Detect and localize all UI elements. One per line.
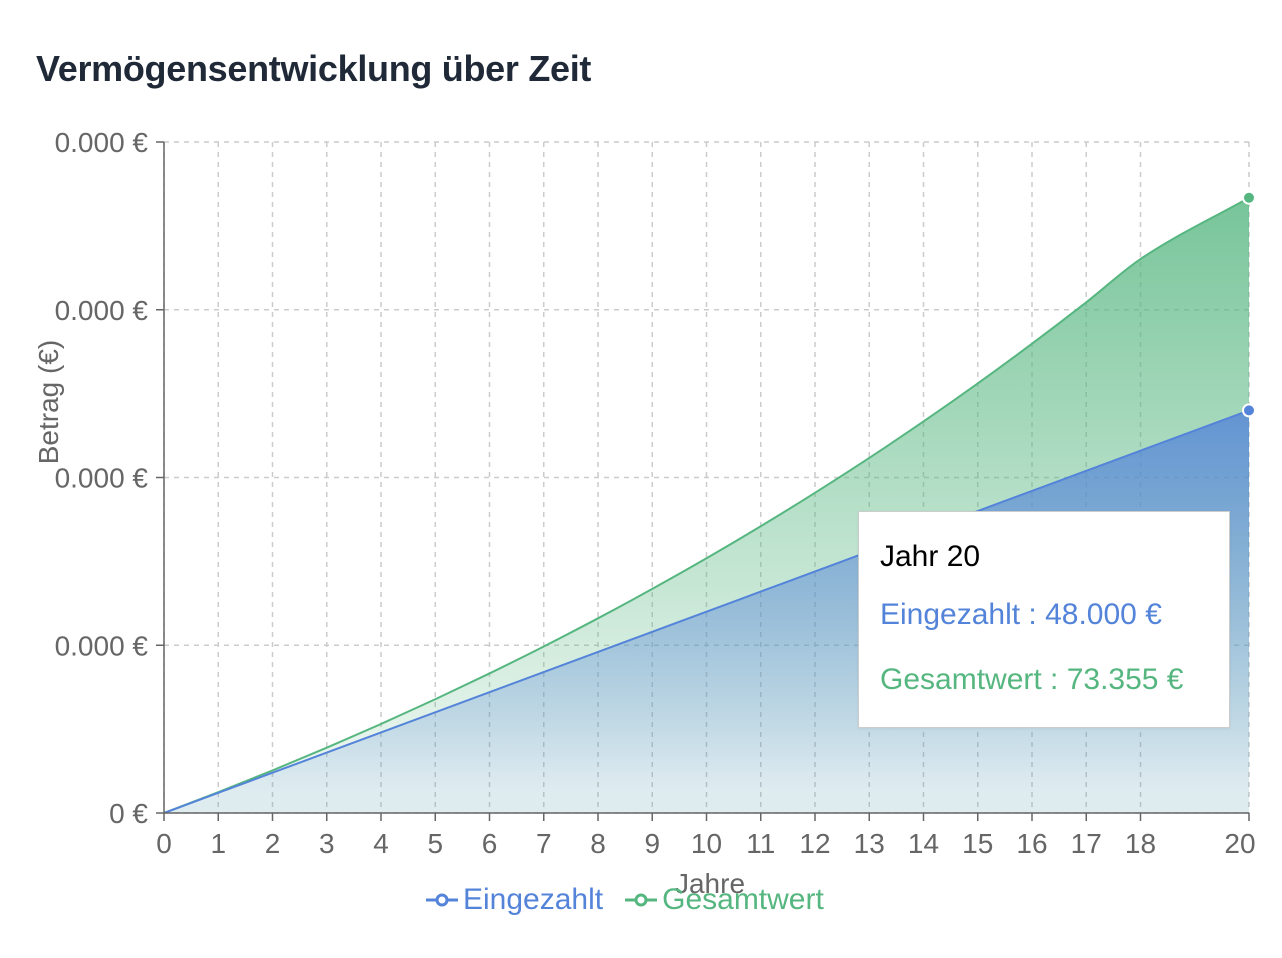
x-tick-label: 6 [482, 828, 498, 859]
x-tick-label: 12 [799, 828, 830, 859]
x-tick-label: 18 [1125, 828, 1156, 859]
area-line-eingezahlt [163, 409, 1250, 814]
line-marker-icon [426, 893, 458, 907]
legend-label-eingezahlt: Eingezahlt [463, 883, 604, 916]
y-tick-label: 0.000 € [55, 463, 149, 494]
x-tick-label: 4 [373, 828, 389, 859]
tooltip-eingezahlt: Eingezahlt : 48.000 € [880, 598, 1162, 631]
active-dots [1242, 190, 1256, 418]
y-axis-label: Betrag (€) [33, 340, 64, 465]
x-tick-label: 0 [156, 828, 172, 859]
x-tick-label: 15 [962, 828, 993, 859]
x-tick-label: 8 [590, 828, 606, 859]
x-tick-label: 14 [908, 828, 939, 859]
y-tick-label: 0.000 € [55, 127, 149, 158]
tooltip-label: Jahr 20 [880, 540, 981, 573]
active-dot-gesamtwert [1242, 190, 1256, 205]
x-tick-label: 3 [319, 828, 335, 859]
chart-tooltip: Jahr 20 Eingezahlt : 48.000 € Gesamtwert… [858, 511, 1230, 728]
line-marker-icon [625, 893, 658, 907]
chart-axes: 0 €0.000 €0.000 €0.000 €0.000 €0 1 2 3 4 5 6 7 8… [55, 127, 1256, 859]
x-tick-label: 16 [1016, 828, 1047, 859]
area-line-gesamtwert [163, 196, 1250, 814]
legend-label-gesamtwert: Gesamtwert [662, 883, 824, 916]
x-tick-label: 17 [1071, 828, 1102, 859]
x-tick-label: 1 [210, 828, 226, 859]
tooltip-gesamtwert: Gesamtwert : 73.355 € [880, 663, 1184, 696]
x-tick-label: 11 [746, 828, 775, 859]
y-tick-label: 0.000 € [55, 295, 149, 326]
legend-item-gesamtwert[interactable]: Gesamtwert [625, 883, 824, 917]
y-tick-label: 0.000 € [55, 630, 149, 661]
active-dot-eingezahlt [1242, 403, 1256, 418]
y-tick-label: 0 € [109, 798, 148, 829]
x-tick-label: 10 [691, 828, 722, 859]
x-tick-label: 5 [427, 828, 443, 859]
legend-item-eingezahlt[interactable]: Eingezahlt [426, 883, 603, 917]
chart-title: Vermögensentwicklung über Zeit [36, 48, 592, 89]
x-tick-label: 20 [1224, 828, 1255, 859]
chart-legend: Eingezahlt Gesamtwert [426, 880, 846, 920]
x-axis-label: Jahre [675, 868, 745, 899]
x-tick-label: 7 [536, 828, 552, 859]
x-tick-label: 2 [265, 828, 281, 859]
x-tick-label: 13 [854, 828, 885, 859]
x-tick-label: 9 [644, 828, 660, 859]
